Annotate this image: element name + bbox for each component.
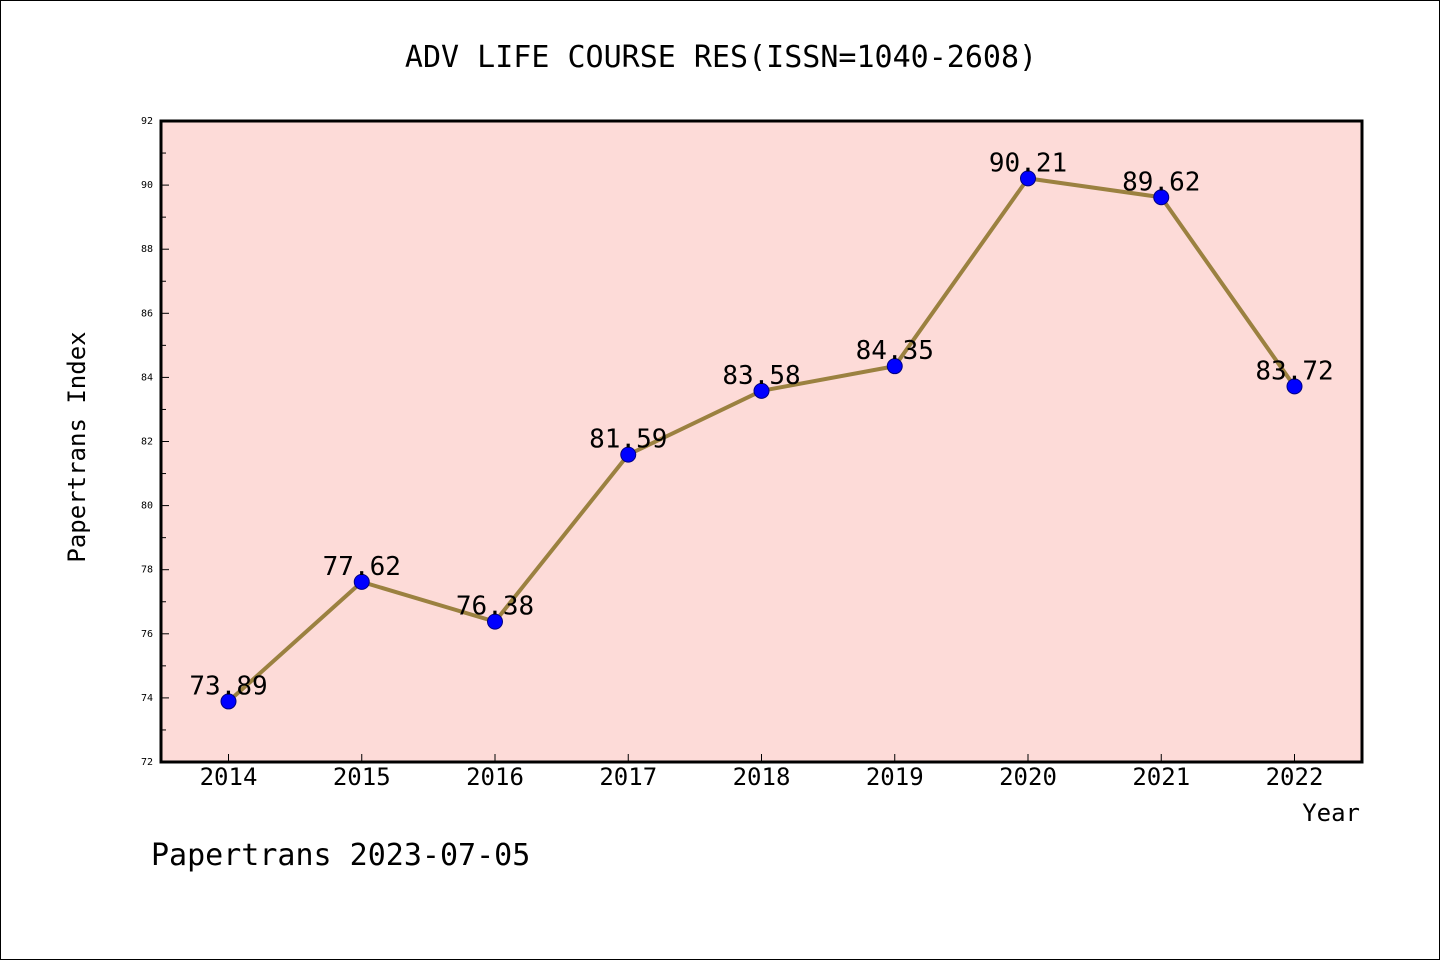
footer-stamp: Papertrans 2023-07-05 xyxy=(151,838,530,873)
data-point xyxy=(487,613,503,630)
data-label: 84.35 xyxy=(856,336,934,366)
data-label: 89.62 xyxy=(1122,167,1200,197)
y-tick-label: 88 xyxy=(141,244,153,255)
y-tick-label: 78 xyxy=(141,565,153,576)
y-tick-label: 86 xyxy=(141,308,153,319)
x-tick-label: 2021 xyxy=(1132,763,1190,791)
y-axis-label: Papertrans Index xyxy=(63,331,91,562)
data-point xyxy=(886,358,903,375)
data-label: 90.21 xyxy=(989,148,1067,178)
x-tick-label: 2017 xyxy=(599,763,657,791)
y-tick-label: 80 xyxy=(141,501,153,512)
y-tick-label: 74 xyxy=(141,693,153,704)
x-tick-label: 2019 xyxy=(866,763,924,791)
x-tick-label: 2016 xyxy=(466,763,524,791)
y-tick-label: 72 xyxy=(141,757,153,768)
data-point xyxy=(1020,170,1036,187)
x-tick-label: 2018 xyxy=(733,763,791,791)
data-label: 73.89 xyxy=(189,671,267,701)
plot-area xyxy=(159,119,1364,764)
chart-title: ADV LIFE COURSE RES(ISSN=1040-2608) xyxy=(405,40,1037,75)
data-point xyxy=(753,382,770,399)
y-tick-label: 92 xyxy=(141,116,153,127)
data-label: 77.62 xyxy=(323,552,401,582)
data-point xyxy=(220,693,237,710)
y-tick-label: 90 xyxy=(141,180,153,191)
data-label: 81.59 xyxy=(589,425,667,455)
data-label: 83.58 xyxy=(722,361,800,391)
data-point xyxy=(1286,378,1303,395)
data-label: 83.72 xyxy=(1255,356,1333,386)
data-label: 76.38 xyxy=(456,592,534,622)
data-point xyxy=(620,446,637,463)
y-tick-label: 84 xyxy=(141,372,153,383)
y-axis: 72 74 76 78 80 82 84 86 88 90 92 xyxy=(141,116,169,768)
x-axis-label: Year xyxy=(1302,799,1360,827)
y-tick-label: 82 xyxy=(141,437,153,448)
series-layer: 73.89 77.62 76.38 81.59 83.58 84.35 90.21 89.62… xyxy=(189,148,1334,710)
data-point xyxy=(353,573,370,590)
y-tick-label: 76 xyxy=(141,629,153,640)
x-tick-label: 2014 xyxy=(200,763,258,791)
x-tick-label: 2022 xyxy=(1266,763,1324,791)
x-tick-label: 2015 xyxy=(333,763,391,791)
data-point xyxy=(1153,189,1170,206)
x-tick-label: 2020 xyxy=(999,763,1057,791)
x-axis: 2014 2015 2016 2017 2018 2019 2020 2021 2022 xyxy=(200,754,1324,791)
